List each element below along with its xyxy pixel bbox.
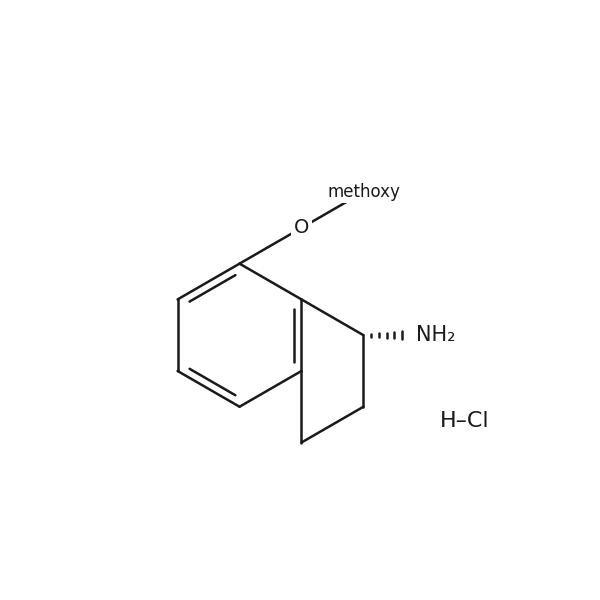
Text: O: O xyxy=(294,218,309,238)
Text: H–Cl: H–Cl xyxy=(440,411,490,431)
Text: methoxy: methoxy xyxy=(327,183,400,201)
Text: NH₂: NH₂ xyxy=(416,325,455,345)
